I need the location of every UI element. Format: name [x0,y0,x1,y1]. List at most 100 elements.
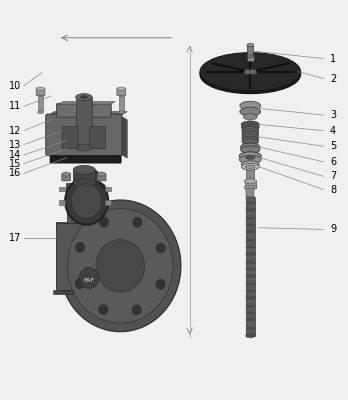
Bar [246,209,255,211]
Bar [246,213,255,215]
Bar [246,216,255,218]
Bar [246,326,255,328]
Ellipse shape [63,224,150,318]
Polygon shape [102,183,105,207]
Bar [244,163,256,167]
Bar [246,304,255,306]
Ellipse shape [242,129,259,135]
Ellipse shape [60,200,181,332]
Bar [246,235,255,237]
Bar [245,138,256,142]
Bar [56,222,124,290]
FancyBboxPatch shape [62,126,78,149]
Bar [246,264,255,266]
Bar [246,312,255,314]
Ellipse shape [156,280,165,289]
Ellipse shape [96,240,144,292]
Ellipse shape [73,165,95,174]
Bar [59,187,65,191]
Ellipse shape [243,114,257,120]
Text: 7: 7 [330,172,336,182]
Ellipse shape [114,156,121,163]
Bar [246,253,255,255]
Ellipse shape [38,111,44,114]
Bar [246,316,255,318]
Text: 2: 2 [330,74,336,84]
Bar [246,196,255,336]
Bar [105,200,111,204]
Ellipse shape [246,165,255,168]
Ellipse shape [73,178,95,188]
FancyBboxPatch shape [90,126,106,149]
Bar [244,124,256,127]
Ellipse shape [68,208,173,323]
Bar [247,46,253,56]
Polygon shape [120,116,127,158]
Bar [246,246,255,248]
Ellipse shape [200,53,301,91]
Bar [246,202,255,204]
Bar [246,275,255,277]
Bar [245,181,256,188]
Bar [246,188,254,196]
Ellipse shape [241,124,259,131]
Polygon shape [58,102,115,105]
Bar [246,279,255,281]
FancyBboxPatch shape [36,88,45,96]
Text: 15: 15 [9,159,22,169]
Ellipse shape [245,156,255,160]
Ellipse shape [247,55,253,58]
Ellipse shape [38,94,44,96]
Ellipse shape [75,279,84,288]
FancyBboxPatch shape [117,88,126,96]
Bar [246,260,255,262]
Bar [76,97,92,148]
Bar [66,183,76,204]
Ellipse shape [118,94,125,96]
Bar [246,334,255,336]
Bar [246,250,255,252]
Ellipse shape [241,121,259,128]
Polygon shape [47,112,127,116]
Ellipse shape [239,152,261,160]
Ellipse shape [65,178,108,225]
Ellipse shape [156,243,165,253]
Bar [246,272,255,274]
Ellipse shape [240,146,260,154]
Ellipse shape [243,69,258,75]
Ellipse shape [98,172,105,176]
Bar [246,282,255,284]
Text: 5: 5 [330,141,336,151]
Ellipse shape [240,101,261,110]
Polygon shape [76,183,79,207]
Ellipse shape [76,144,92,151]
Polygon shape [124,222,136,297]
Ellipse shape [241,163,259,170]
Bar [246,220,255,222]
Ellipse shape [79,268,99,288]
Bar [243,146,257,150]
Text: 4: 4 [330,126,336,136]
Ellipse shape [246,334,255,338]
Bar [247,55,254,61]
Bar [246,290,255,292]
FancyBboxPatch shape [50,156,121,163]
Ellipse shape [71,184,102,218]
Bar [92,183,102,204]
Text: 10: 10 [9,81,22,91]
Polygon shape [56,222,136,230]
Ellipse shape [246,180,255,183]
Text: 8: 8 [330,185,336,195]
Ellipse shape [244,179,256,184]
Ellipse shape [37,87,45,90]
Bar [246,301,255,303]
Bar [243,106,258,112]
Ellipse shape [76,94,92,100]
Ellipse shape [241,161,259,168]
Text: 1: 1 [330,54,336,64]
Polygon shape [66,204,106,208]
Bar [246,198,255,200]
Bar [246,224,255,226]
Text: 12: 12 [9,126,22,136]
Ellipse shape [242,131,259,138]
